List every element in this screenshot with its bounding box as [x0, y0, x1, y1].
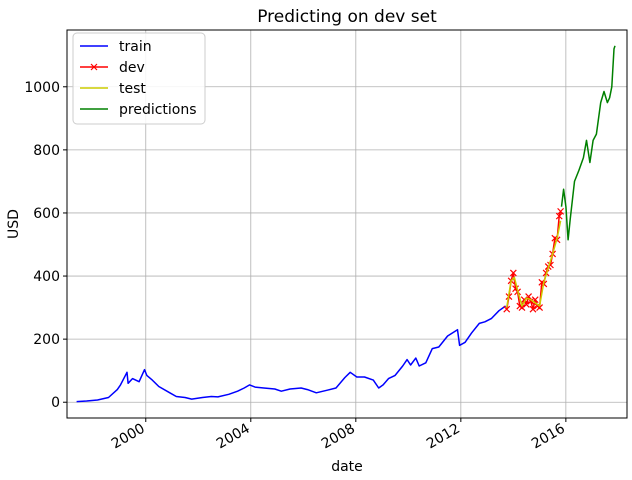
y-tick-label: 600 — [33, 206, 60, 222]
legend-label-predictions: predictions — [119, 102, 197, 118]
y-tick-label: 800 — [33, 143, 60, 159]
y-tick-label: 400 — [33, 269, 60, 285]
data-point-dev — [557, 207, 565, 215]
data-point-dev — [509, 269, 517, 277]
legend: train dev test predictions — [72, 32, 206, 125]
series-line-predictions — [560, 45, 616, 241]
legend-label-test: test — [119, 81, 146, 97]
y-axis: 0 200 400 600 800 1000 — [24, 80, 67, 411]
data-point-dev — [529, 305, 537, 313]
data-point-dev — [536, 304, 544, 312]
x-axis: 2000 2004 2008 2012 2016 — [109, 418, 568, 452]
data-point-dev — [503, 305, 511, 313]
series-line-train — [76, 305, 507, 403]
y-tick-label: 200 — [33, 332, 60, 348]
x-tick-label: 2004 — [214, 421, 253, 453]
chart-title: Predicting on dev set — [257, 7, 437, 27]
data-point-dev — [518, 304, 526, 312]
y-axis-label: USD — [6, 209, 22, 239]
y-tick-label: 0 — [51, 395, 60, 411]
x-axis-label: date — [331, 459, 363, 475]
legend-label-train: train — [119, 39, 152, 55]
x-tick-label: 2016 — [529, 421, 568, 453]
series-layer — [76, 45, 616, 403]
x-tick-label: 2012 — [424, 421, 463, 453]
legend-box — [72, 32, 206, 125]
data-point-dev — [555, 212, 563, 220]
y-tick-label: 1000 — [24, 80, 60, 96]
legend-marker-dev — [90, 63, 98, 71]
series-line-test — [505, 220, 562, 308]
legend-label-dev: dev — [119, 60, 145, 76]
x-tick-label: 2000 — [109, 421, 148, 453]
x-tick-label: 2008 — [319, 421, 358, 453]
plot-frame — [66, 29, 628, 419]
